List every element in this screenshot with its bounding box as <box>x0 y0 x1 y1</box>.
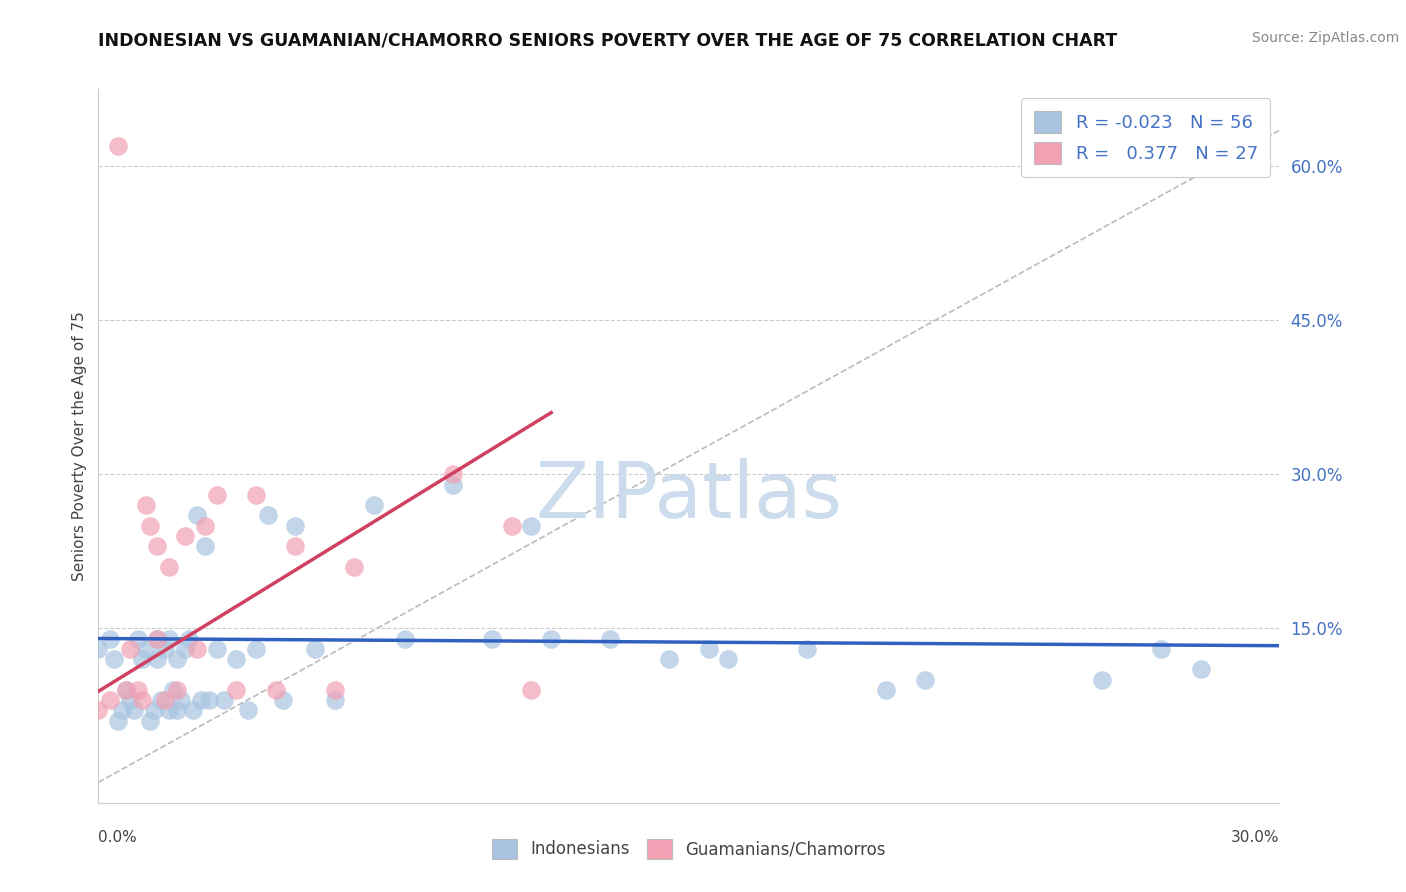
Point <box>157 559 180 574</box>
Point <box>236 703 259 717</box>
Point <box>304 641 326 656</box>
Point <box>501 518 523 533</box>
Point <box>138 714 160 728</box>
Point <box>343 559 366 574</box>
Point <box>394 632 416 646</box>
Point <box>194 518 217 533</box>
Point <box>131 652 153 666</box>
Point <box>135 498 157 512</box>
Point <box>181 703 204 717</box>
Text: ZIPatlas: ZIPatlas <box>536 458 842 534</box>
Point <box>174 529 197 543</box>
Point <box>127 682 149 697</box>
Point <box>142 703 165 717</box>
Text: 0.0%: 0.0% <box>98 830 138 845</box>
Point <box>186 641 208 656</box>
Point <box>98 693 121 707</box>
Y-axis label: Seniors Poverty Over the Age of 75: Seniors Poverty Over the Age of 75 <box>72 311 87 581</box>
Point <box>717 652 740 666</box>
Point <box>162 682 184 697</box>
Point <box>166 652 188 666</box>
Text: 30.0%: 30.0% <box>1232 830 1279 845</box>
Point <box>323 693 346 707</box>
Point <box>520 682 543 697</box>
Point <box>363 498 385 512</box>
Point <box>170 693 193 707</box>
Point <box>135 641 157 656</box>
Point <box>155 641 177 656</box>
Point <box>127 632 149 646</box>
Point <box>150 693 173 707</box>
Point <box>205 641 228 656</box>
Legend: Indonesians, Guamanians/Chamorros: Indonesians, Guamanians/Chamorros <box>485 832 893 866</box>
Point <box>146 539 169 553</box>
Point <box>599 632 621 646</box>
Point <box>284 539 307 553</box>
Point <box>225 682 247 697</box>
Point <box>441 467 464 482</box>
Point <box>118 641 141 656</box>
Point <box>87 641 110 656</box>
Point <box>186 508 208 523</box>
Point <box>98 632 121 646</box>
Point <box>155 693 177 707</box>
Point <box>273 693 295 707</box>
Point <box>107 714 129 728</box>
Point <box>157 703 180 717</box>
Point <box>1189 662 1212 676</box>
Point <box>875 682 897 697</box>
Point <box>87 703 110 717</box>
Point <box>194 539 217 553</box>
Point <box>138 518 160 533</box>
Point <box>118 693 141 707</box>
Point <box>157 632 180 646</box>
Point <box>441 477 464 491</box>
Point <box>323 682 346 697</box>
Point <box>115 682 138 697</box>
Point <box>174 641 197 656</box>
Point <box>914 673 936 687</box>
Point <box>177 632 200 646</box>
Point <box>225 652 247 666</box>
Point <box>205 488 228 502</box>
Point <box>122 703 145 717</box>
Point <box>1150 641 1173 656</box>
Text: Source: ZipAtlas.com: Source: ZipAtlas.com <box>1251 31 1399 45</box>
Point <box>146 632 169 646</box>
Point <box>166 682 188 697</box>
Point <box>658 652 681 666</box>
Point <box>107 138 129 153</box>
Point <box>190 693 212 707</box>
Point <box>1091 673 1114 687</box>
Text: INDONESIAN VS GUAMANIAN/CHAMORRO SENIORS POVERTY OVER THE AGE OF 75 CORRELATION : INDONESIAN VS GUAMANIAN/CHAMORRO SENIORS… <box>98 31 1118 49</box>
Point <box>245 488 267 502</box>
Point <box>115 682 138 697</box>
Point <box>166 703 188 717</box>
Point <box>481 632 503 646</box>
Point <box>131 693 153 707</box>
Point <box>103 652 125 666</box>
Point <box>146 652 169 666</box>
Point <box>540 632 562 646</box>
Point <box>146 632 169 646</box>
Point <box>796 641 818 656</box>
Point <box>245 641 267 656</box>
Point <box>256 508 278 523</box>
Point <box>697 641 720 656</box>
Point <box>197 693 219 707</box>
Point <box>111 703 134 717</box>
Point <box>520 518 543 533</box>
Point <box>214 693 236 707</box>
Point <box>264 682 287 697</box>
Point <box>284 518 307 533</box>
